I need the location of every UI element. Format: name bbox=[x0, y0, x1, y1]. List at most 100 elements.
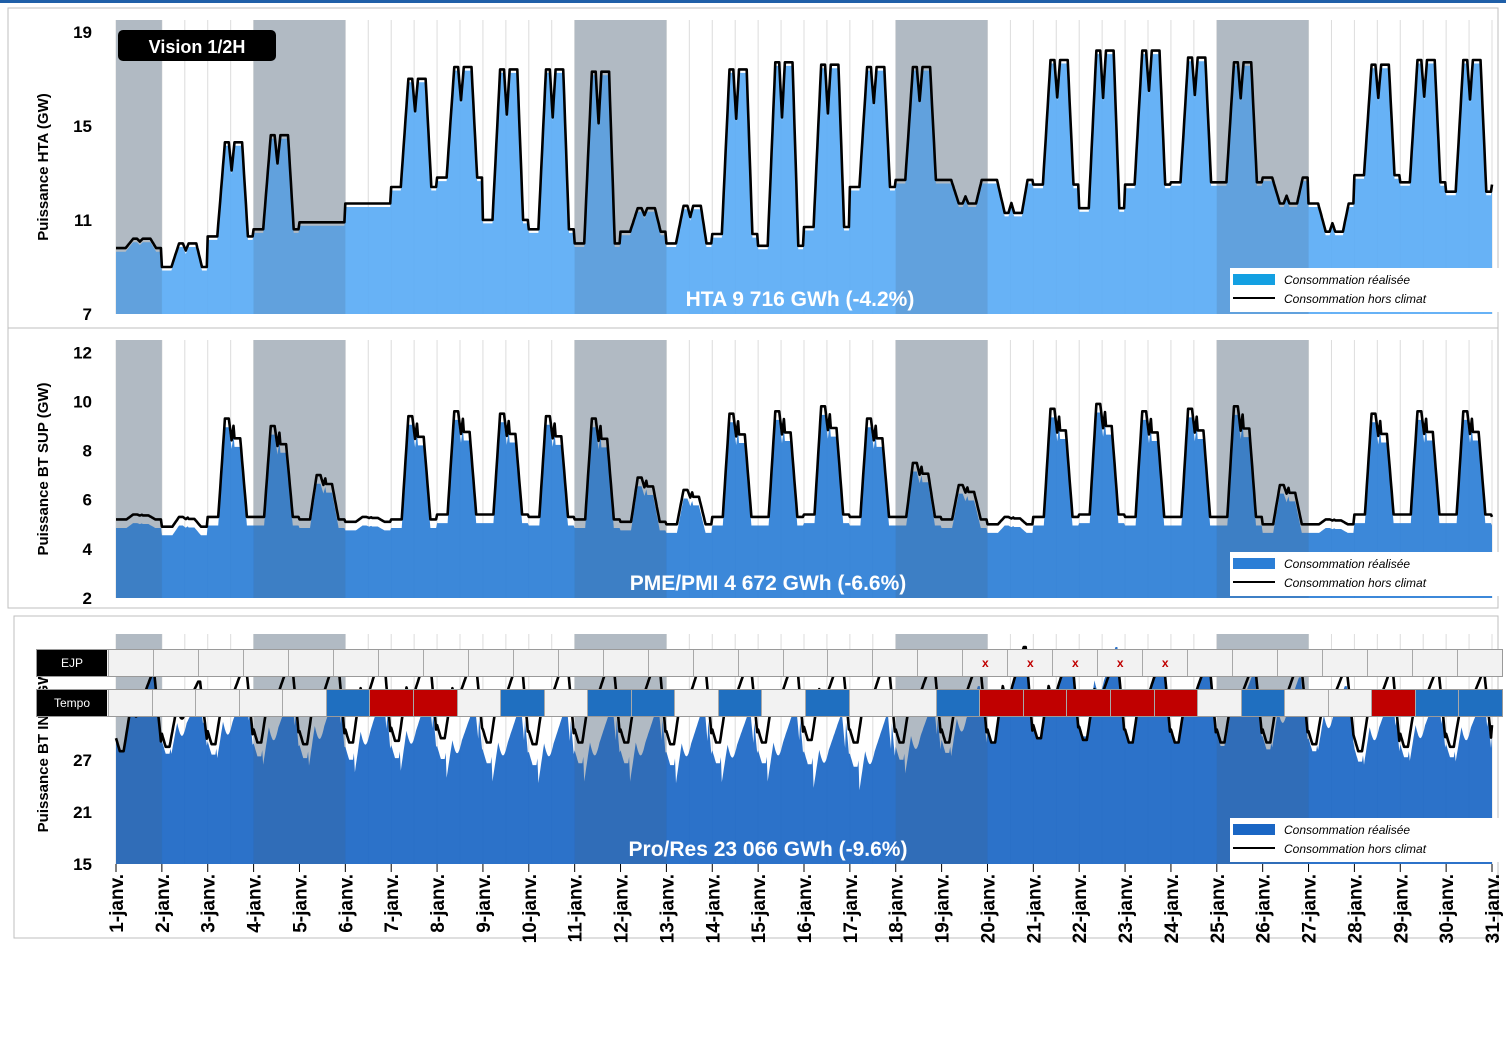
ejp-cell bbox=[377, 650, 423, 676]
weekend-overlay bbox=[1216, 20, 1309, 314]
tempo-cell bbox=[195, 690, 239, 716]
legend-box bbox=[1230, 818, 1504, 862]
tempo-cell bbox=[979, 690, 1023, 716]
tempo-cell bbox=[1153, 690, 1198, 716]
tempo-strip: Tempo bbox=[36, 689, 1503, 717]
legend-swatch-realisee bbox=[1233, 274, 1275, 285]
x-tick-label: 9-janv. bbox=[474, 874, 495, 933]
x-tick-label: 16-janv. bbox=[795, 874, 816, 943]
x-tick-label: 10-janv. bbox=[520, 874, 541, 943]
ejp-cell bbox=[152, 650, 198, 676]
x-tick-label: 7-janv. bbox=[382, 874, 403, 933]
x-tick-label: 19-janv. bbox=[933, 874, 954, 943]
ejp-label: EJP bbox=[37, 650, 107, 676]
x-tick-label: 2-janv. bbox=[153, 874, 174, 933]
x-tick-label: 12-janv. bbox=[612, 874, 633, 943]
tempo-cell bbox=[369, 690, 413, 716]
ejp-cell bbox=[647, 650, 693, 676]
x-tick-label: 15-janv. bbox=[749, 874, 770, 943]
tempo-cell bbox=[1414, 690, 1459, 716]
legend-box bbox=[1230, 268, 1504, 312]
x-tick-label: 18-janv. bbox=[887, 874, 908, 943]
weekend-overlay bbox=[895, 20, 988, 314]
ejp-cell bbox=[557, 650, 603, 676]
tempo-cell bbox=[630, 690, 675, 716]
x-tick-label: 3-janv. bbox=[199, 874, 220, 933]
weekend-overlay bbox=[116, 20, 162, 314]
ejp-cell bbox=[1187, 650, 1233, 676]
y-tick-label: 8 bbox=[83, 442, 92, 461]
tempo-cell bbox=[674, 690, 718, 716]
ejp-cell: x bbox=[1007, 650, 1053, 676]
tempo-cell bbox=[587, 690, 631, 716]
x-tick-label: 20-janv. bbox=[978, 874, 999, 943]
tempo-cell bbox=[1109, 690, 1154, 716]
x-tick-label: 6-janv. bbox=[336, 874, 357, 933]
y-tick-label: 10 bbox=[73, 392, 92, 411]
legend-label-realisee: Consommation réalisée bbox=[1284, 557, 1410, 571]
x-tick-label: 5-janv. bbox=[290, 874, 311, 933]
tempo-cell bbox=[761, 690, 805, 716]
ejp-mark: x bbox=[1116, 656, 1124, 670]
ejp-cell bbox=[422, 650, 468, 676]
tempo-cell bbox=[1284, 690, 1328, 716]
weekend-overlay bbox=[116, 340, 162, 598]
tempo-cell bbox=[543, 690, 588, 716]
x-tick-label: 13-janv. bbox=[657, 874, 678, 943]
series-consommation-hors-climat bbox=[115, 402, 1494, 528]
y-tick-label: 6 bbox=[83, 491, 92, 510]
tempo-cell bbox=[935, 690, 980, 716]
ejp-cell bbox=[917, 650, 963, 676]
panel-1: 7 11 15 19 Puissance HTA (GW) HTA 9 716 GWh (… bbox=[7, 7, 1504, 329]
tempo-cell bbox=[1458, 690, 1502, 716]
tempo-cell bbox=[325, 690, 370, 716]
x-tick-label: 28-janv. bbox=[1345, 874, 1366, 943]
ejp-cell bbox=[1457, 650, 1502, 676]
ejp-cell bbox=[1367, 650, 1413, 676]
ejp-cell bbox=[242, 650, 288, 676]
x-tick-label: 1-janv. bbox=[107, 874, 128, 933]
ejp-cell bbox=[467, 650, 513, 676]
weekend-overlay bbox=[895, 340, 988, 598]
panel-2: 2 4 6 8 10 12 Puissance BT SUP (GW) PME/PMI 4 6… bbox=[7, 327, 1504, 609]
ejp-cell bbox=[602, 650, 648, 676]
tempo-cell bbox=[1240, 690, 1285, 716]
x-tick-label: 30-janv. bbox=[1437, 874, 1458, 943]
y-tick-label: 12 bbox=[73, 343, 92, 362]
x-tick-label: 4-janv. bbox=[245, 874, 266, 933]
ejp-cell bbox=[692, 650, 738, 676]
legend-swatch-realisee bbox=[1233, 824, 1275, 835]
ejp-cell bbox=[872, 650, 918, 676]
ejp-cell: x bbox=[962, 650, 1008, 676]
x-tick-label: 25-janv. bbox=[1208, 874, 1229, 943]
x-tick-label: 26-janv. bbox=[1254, 874, 1275, 943]
legend-label-hors-climat: Consommation hors climat bbox=[1284, 576, 1427, 590]
ejp-cell: x bbox=[1052, 650, 1098, 676]
tempo-cell bbox=[500, 690, 544, 716]
series-consommation-realisee bbox=[116, 54, 1492, 314]
tempo-cell bbox=[1371, 690, 1415, 716]
tempo-cell bbox=[848, 690, 893, 716]
y-tick-label: 2 bbox=[83, 589, 92, 608]
tempo-cell bbox=[412, 690, 457, 716]
badge-label: Vision 1/2H bbox=[149, 37, 246, 57]
ejp-cell bbox=[1322, 650, 1368, 676]
tempo-cell bbox=[805, 690, 849, 716]
ejp-mark: x bbox=[1071, 656, 1079, 670]
x-tick-label: 29-janv. bbox=[1391, 874, 1412, 943]
tempo-cell bbox=[108, 690, 152, 716]
ejp-mark: x bbox=[982, 656, 989, 670]
tempo-cell bbox=[1022, 690, 1067, 716]
x-tick-label: 22-janv. bbox=[1070, 874, 1091, 943]
y-tick-label: 19 bbox=[73, 23, 92, 42]
ejp-mark: x bbox=[1161, 656, 1169, 670]
x-tick-label: 21-janv. bbox=[1024, 874, 1045, 943]
ejp-strip: EJP x x x x x bbox=[36, 649, 1503, 677]
badge-background bbox=[118, 30, 276, 61]
ejp-cell bbox=[782, 650, 828, 676]
legend-label-hors-climat: Consommation hors climat bbox=[1284, 292, 1427, 306]
ejp-cell bbox=[737, 650, 783, 676]
x-tick-label: 24-janv. bbox=[1162, 874, 1183, 943]
x-tick-label: 14-janv. bbox=[703, 874, 724, 943]
